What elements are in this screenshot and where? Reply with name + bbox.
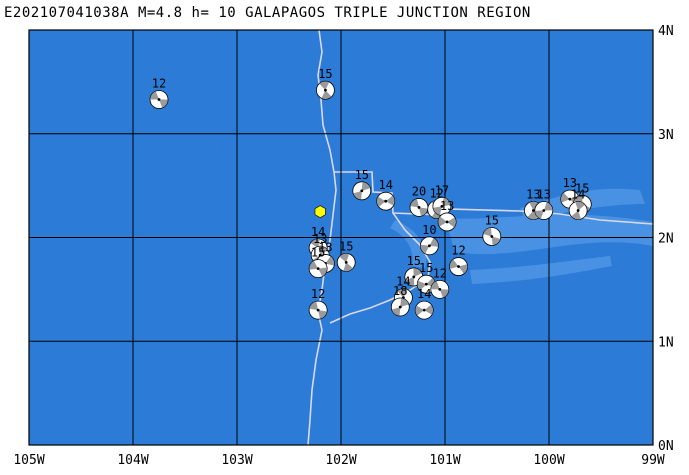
event-depth-label: 12 — [152, 77, 166, 91]
event-depth-label: 15 — [407, 254, 421, 268]
event-depth-label: 12 — [451, 244, 465, 258]
focal-mechanism: 18 — [390, 284, 410, 317]
event-depth-label: 13 — [563, 176, 577, 190]
latitude-labels: 4N 3N 2N 1N 0N — [658, 24, 674, 454]
latitude-tick-label: 1N — [658, 335, 674, 350]
magnitude-label: M=4.8 — [137, 5, 183, 21]
event-depth-label: 15 — [339, 239, 353, 253]
event-depth-label: 12 — [429, 186, 443, 200]
focal-mechanism: 15 — [315, 67, 335, 100]
event-depth-label: 18 — [393, 284, 407, 298]
focal-mechanism: 12 — [308, 287, 328, 320]
event-depth-label: 20 — [412, 184, 426, 198]
region-name: GALAPAGOS TRIPLE JUNCTION REGION — [245, 5, 531, 21]
event-depth-label: 15 — [311, 246, 325, 260]
longitude-tick-label: 104W — [117, 453, 148, 468]
latitude-tick-label: 0N — [658, 439, 674, 454]
longitude-tick-label: 100W — [533, 453, 564, 468]
focal-mechanism: 10 — [419, 223, 439, 256]
focal-mechanism: 13 — [560, 176, 580, 209]
focal-mechanism: 14 — [376, 178, 396, 211]
focal-mechanism: 12 — [149, 77, 169, 109]
longitude-tick-label: 99W — [641, 453, 665, 468]
focal-mechanism: 13 — [534, 188, 554, 220]
event-depth-label: 13 — [537, 188, 551, 202]
longitude-tick-label: 103W — [221, 453, 252, 468]
event-depth-label: 10 — [422, 223, 436, 237]
epicenter-marker — [314, 205, 326, 218]
ridge-lower — [470, 256, 612, 284]
event-depth-label: 15 — [419, 261, 433, 275]
event-id: E202107041038A — [4, 5, 130, 21]
event-depth-label: 14 — [311, 225, 325, 239]
focal-mechanism: 15 — [482, 213, 502, 246]
event-depth-label: 17 — [435, 183, 449, 197]
focal-mechanism: 20 — [409, 184, 429, 217]
event-depth-label: 15 — [575, 181, 589, 195]
focal-mechanism: 15 — [336, 239, 356, 272]
event-depth-label: 13 — [318, 240, 332, 254]
focal-mechanism: 12 — [449, 244, 468, 276]
longitude-labels: 105W 104W 103W 102W 101W 100W 99W — [13, 453, 665, 468]
event-depth-label: 13 — [526, 188, 540, 202]
map-title: E202107041038A M=4.8 h= 10 GALAPAGOS TRI… — [4, 5, 531, 21]
map-frame — [28, 29, 654, 446]
depth-label: h= 10 — [191, 5, 237, 21]
event-depth-label: 15 — [355, 168, 369, 182]
latitude-tick-label: 3N — [658, 128, 674, 143]
event-depth-label: 15 — [318, 67, 332, 81]
event-depth-label: 14 — [378, 178, 392, 192]
focal-mechanism: 14 — [414, 287, 434, 320]
ridge-mid — [390, 220, 427, 268]
event-depth-label: 14 — [417, 287, 431, 301]
boundary-north-ridge — [317, 29, 337, 331]
event-depth-label: 14 — [571, 188, 585, 202]
focal-mechanism: 13 — [437, 199, 457, 232]
focal-mechanism: 14 — [308, 225, 328, 258]
event-depth-label: 15 — [485, 213, 499, 227]
focal-mechanism: 14 — [568, 188, 588, 220]
longitude-tick-label: 101W — [429, 453, 460, 468]
focal-mechanism: 12 — [430, 266, 450, 299]
focal-mechanism: 15 — [352, 168, 372, 201]
event-depth-label: 14 — [396, 275, 410, 289]
longitude-tick-label: 102W — [325, 453, 356, 468]
event-depth-label: 13 — [313, 232, 327, 246]
latitude-tick-label: 2N — [658, 232, 674, 247]
event-depth-label: 13 — [440, 199, 454, 213]
event-depth-label: 12 — [433, 266, 447, 280]
event-depth-label: 12 — [311, 287, 325, 301]
latitude-tick-label: 4N — [658, 24, 674, 39]
longitude-tick-label: 105W — [13, 453, 44, 468]
focal-mechanism: 15 — [308, 246, 328, 279]
boundary-south-ridge — [307, 329, 323, 446]
